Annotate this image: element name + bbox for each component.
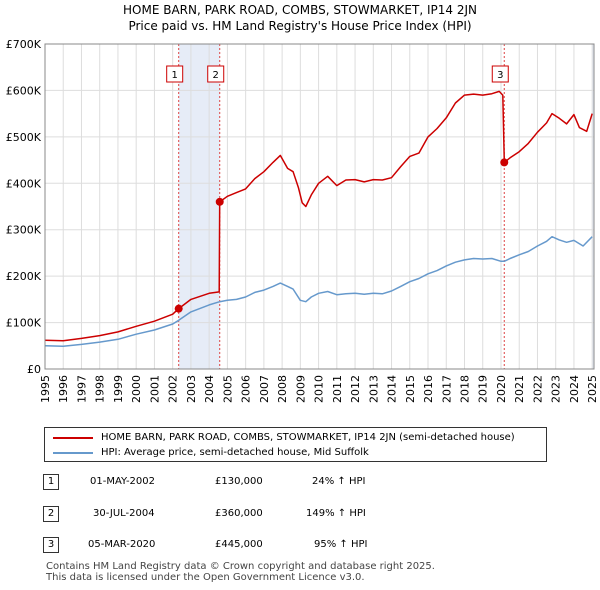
x-tick-label: 2010 bbox=[313, 375, 326, 403]
chart-title: HOME BARN, PARK ROAD, COMBS, STOWMARKET,… bbox=[123, 3, 477, 17]
x-tick-label: 2001 bbox=[148, 375, 161, 403]
marker-label-box bbox=[166, 65, 184, 83]
x-tick-label: 2003 bbox=[185, 375, 198, 403]
x-tick-label: 2012 bbox=[349, 375, 362, 403]
legend-label-property: HOME BARN, PARK ROAD, COMBS, STOWMARKET,… bbox=[101, 432, 515, 443]
x-tick-label: 2011 bbox=[331, 375, 344, 403]
transaction-number: 1 bbox=[43, 474, 59, 490]
x-tick-label: 2000 bbox=[130, 375, 143, 403]
x-tick-label: 2009 bbox=[294, 375, 307, 403]
transaction-date: 30-JUL-2004 bbox=[93, 508, 155, 519]
marker-label-box bbox=[207, 65, 225, 83]
y-tick-label: £200K bbox=[6, 270, 42, 283]
marker-label: 3 bbox=[497, 70, 503, 81]
legend: HOME BARN, PARK ROAD, COMBS, STOWMARKET,… bbox=[44, 427, 547, 462]
y-tick-label: £300K bbox=[6, 224, 42, 237]
shaded-period bbox=[592, 44, 594, 369]
x-tick-label: 2004 bbox=[203, 375, 216, 403]
transaction-price: £360,000 bbox=[215, 508, 263, 519]
x-tick-label: 2025 bbox=[586, 375, 599, 403]
y-tick-label: £600K bbox=[6, 84, 42, 97]
x-tick-label: 2014 bbox=[386, 375, 399, 403]
x-tick-label: 2015 bbox=[404, 375, 417, 403]
x-tick-label: 2018 bbox=[459, 375, 472, 403]
x-tick-label: 2008 bbox=[276, 375, 289, 403]
y-tick-label: £700K bbox=[6, 38, 42, 51]
y-tick-label: £0 bbox=[27, 363, 41, 376]
x-tick-label: 1995 bbox=[39, 375, 52, 403]
transaction-hpi-change: 95% ↑ HPI bbox=[314, 539, 368, 550]
y-tick-label: £400K bbox=[6, 177, 42, 190]
price-chart: 1 2 3 £0 £100K £200K £300K £400K £500K £600K £700K… bbox=[6, 38, 599, 403]
y-tick-label: £100K bbox=[6, 317, 42, 330]
x-tick-label: 2019 bbox=[477, 375, 490, 403]
x-tick-label: 2005 bbox=[221, 375, 234, 403]
legend-swatch-hpi bbox=[53, 452, 93, 454]
x-tick-label: 2022 bbox=[531, 375, 544, 403]
x-tick-label: 2017 bbox=[440, 375, 453, 403]
transaction-date: 01-MAY-2002 bbox=[90, 476, 156, 487]
transaction-number: 3 bbox=[43, 537, 59, 553]
sale-point bbox=[215, 197, 224, 206]
x-tick-label: 2020 bbox=[495, 375, 508, 403]
marker-label-box bbox=[491, 65, 509, 83]
marker-label: 1 bbox=[172, 70, 178, 81]
hpi-series-line bbox=[44, 235, 593, 348]
x-tick-label: 2013 bbox=[367, 375, 380, 403]
x-tick-label: 1996 bbox=[57, 375, 70, 403]
x-tick-label: 2002 bbox=[167, 375, 180, 403]
x-tick-label: 2021 bbox=[513, 375, 526, 403]
transaction-number: 2 bbox=[43, 506, 59, 522]
x-tick-label: 2007 bbox=[258, 375, 271, 403]
footer-licence: This data is licensed under the Open Gov… bbox=[46, 572, 365, 583]
chart-subtitle: Price paid vs. HM Land Registry's House … bbox=[128, 19, 472, 33]
x-tick-label: 2024 bbox=[568, 375, 581, 403]
x-tick-label: 1999 bbox=[112, 375, 125, 403]
transaction-price: £130,000 bbox=[215, 476, 263, 487]
x-tick-label: 2016 bbox=[422, 375, 435, 403]
plot-area bbox=[45, 44, 594, 369]
sale-point bbox=[500, 158, 509, 167]
plot-frame bbox=[44, 43, 595, 370]
legend-label-hpi: HPI: Average price, semi-detached house,… bbox=[101, 447, 369, 458]
shaded-period bbox=[178, 44, 220, 369]
transaction-date: 05-MAR-2020 bbox=[88, 539, 156, 550]
marker-label: 2 bbox=[213, 70, 219, 81]
x-tick-label: 2006 bbox=[240, 375, 253, 403]
transaction-hpi-change: 24% ↑ HPI bbox=[312, 476, 366, 487]
legend-swatch-property bbox=[53, 437, 93, 439]
footer-copyright: Contains HM Land Registry data © Crown c… bbox=[46, 561, 435, 572]
property-series-line bbox=[44, 90, 593, 342]
x-tick-label: 1997 bbox=[75, 375, 88, 403]
x-tick-label: 2023 bbox=[550, 375, 563, 403]
x-tick-label: 1998 bbox=[94, 375, 107, 403]
transaction-price: £445,000 bbox=[215, 539, 263, 550]
y-tick-label: £500K bbox=[6, 131, 42, 144]
transaction-hpi-change: 149% ↑ HPI bbox=[306, 508, 366, 519]
sale-point bbox=[174, 304, 183, 313]
